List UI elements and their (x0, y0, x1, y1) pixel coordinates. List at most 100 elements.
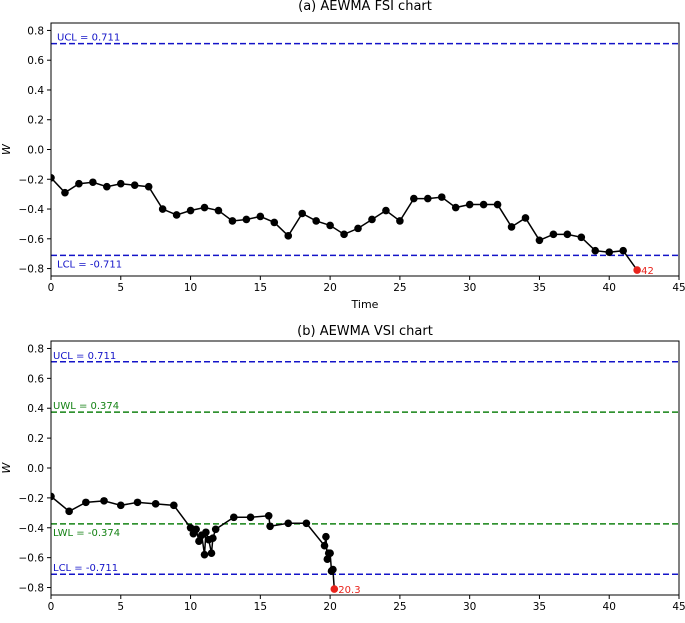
x-tick-label: 20 (323, 282, 336, 294)
x-tick-label: 15 (254, 601, 267, 613)
axes-frame (50, 340, 680, 596)
x-tick-label: 45 (672, 601, 685, 613)
y-tick-label: 0.4 (27, 403, 44, 415)
x-tick-label: 40 (603, 282, 616, 294)
y-tick-label: 0.0 (27, 463, 44, 475)
y-tick-label: −0.8 (19, 264, 45, 276)
data-point (340, 230, 348, 239)
data-point (323, 555, 332, 563)
y-tick-label: −0.4 (19, 204, 45, 216)
data-point (521, 214, 530, 222)
x-tick-label: 15 (254, 282, 267, 294)
data-point (246, 513, 255, 522)
data-point (186, 206, 195, 215)
x-tick-label: 40 (603, 601, 616, 613)
data-point (116, 501, 125, 510)
data-point (302, 519, 311, 528)
data-point (266, 522, 274, 531)
x-tick-label: 20 (323, 601, 336, 613)
y-axis-label: W (0, 143, 13, 155)
data-point (465, 200, 474, 209)
x-tick-label: 10 (184, 282, 197, 294)
x-tick-label: 5 (117, 282, 124, 294)
data-point (284, 232, 293, 240)
x-tick-label: 25 (393, 282, 406, 294)
data-point (209, 534, 217, 543)
y-tick-label: 0.6 (27, 373, 44, 385)
y-axis-label: W (0, 461, 13, 473)
y-tick-label: −0.2 (19, 493, 45, 505)
chart-title: (b) AEWMA VSI chart (297, 324, 433, 339)
y-tick-label: −0.4 (19, 523, 45, 535)
data-point (242, 215, 251, 224)
data-point (211, 525, 220, 534)
data-point (51, 173, 55, 182)
chart-title: (a) AEWMA FSI chart (298, 0, 432, 14)
x-tick-label: 0 (48, 282, 55, 294)
data-point (326, 221, 334, 230)
data-point (284, 519, 293, 528)
x-tick-label: 30 (463, 282, 476, 294)
control-limit-label: UWL = 0.374 (53, 401, 119, 412)
signal-point (330, 585, 339, 593)
data-point (535, 236, 544, 245)
y-tick-label: 0.4 (27, 85, 44, 97)
data-point (65, 507, 73, 516)
x-tick-label: 0 (48, 601, 55, 613)
control-limit-label: LWL = -0.374 (53, 528, 120, 539)
x-tick-label: 35 (533, 282, 546, 294)
x-tick-label: 35 (533, 601, 546, 613)
data-point (256, 212, 265, 221)
x-tick-label: 45 (672, 282, 685, 294)
data-point (228, 217, 237, 225)
data-point (322, 532, 330, 541)
data-point (200, 550, 209, 559)
y-tick-label: −0.8 (19, 583, 45, 595)
data-point (298, 209, 307, 218)
control-limit-label: UCL = 0.711 (57, 33, 120, 44)
data-point (382, 206, 390, 215)
data-point (170, 501, 178, 510)
x-tick-label: 10 (184, 601, 197, 613)
y-tick-label: 0.8 (27, 343, 44, 355)
plot-area (51, 42, 679, 271)
data-point (202, 528, 210, 537)
y-tick-label: 0.2 (27, 433, 44, 445)
data-point (354, 224, 362, 233)
y-tick-label: 0.2 (27, 115, 44, 127)
data-point (230, 513, 238, 522)
data-point (172, 211, 181, 219)
data-point (479, 200, 488, 209)
data-point (89, 178, 97, 187)
data-point (195, 537, 203, 546)
control-limit-label: LCL = -0.711 (57, 259, 122, 270)
data-point (326, 549, 334, 557)
data-point (270, 218, 279, 227)
data-point (424, 194, 432, 203)
data-point (368, 215, 376, 224)
data-point (158, 205, 167, 213)
data-point (493, 200, 502, 209)
data-point (329, 565, 337, 574)
data-point (396, 217, 404, 225)
y-tick-label: 0.6 (27, 55, 44, 67)
data-point (51, 492, 55, 501)
data-point (151, 500, 160, 508)
series-line (51, 495, 336, 590)
chart-panel-b: (b) AEWMA VSI chart UCL = 0.711 UWL = 0.37… (0, 324, 685, 623)
data-point (451, 203, 460, 212)
signal-label: 20.3 (338, 585, 360, 596)
data-point (214, 206, 223, 215)
data-point (605, 248, 614, 256)
data-point (192, 525, 200, 534)
data-point (200, 203, 209, 212)
data-point (619, 246, 627, 255)
data-point (133, 498, 142, 507)
control-limit-label: UCL = 0.711 (53, 351, 116, 362)
data-point (577, 233, 586, 242)
data-point (437, 193, 446, 201)
data-point (410, 194, 418, 203)
data-point (75, 179, 83, 188)
